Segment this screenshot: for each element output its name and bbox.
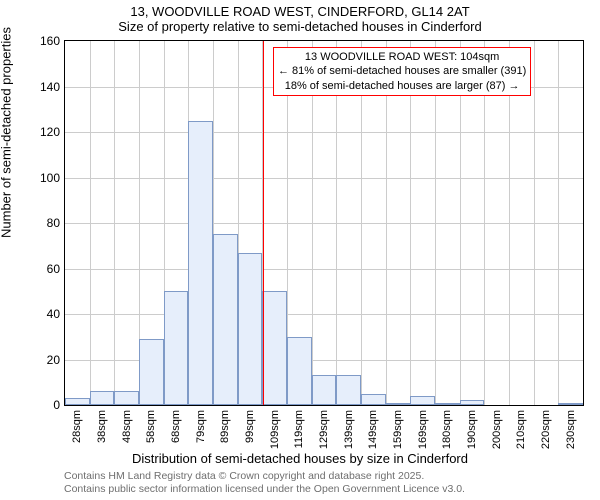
plot-area: 13 WOODVILLE ROAD WEST: 104sqm← 81% of s… bbox=[64, 40, 584, 406]
xtick-label: 38sqm bbox=[96, 410, 108, 443]
bar bbox=[312, 375, 337, 405]
annotation-line2: ← 81% of semi-detached houses are smalle… bbox=[278, 64, 526, 78]
annotation-box: 13 WOODVILLE ROAD WEST: 104sqm← 81% of s… bbox=[273, 47, 531, 96]
xtick-label: 58sqm bbox=[145, 410, 157, 443]
bar bbox=[435, 403, 460, 405]
bar bbox=[164, 291, 189, 405]
ytick-label: 80 bbox=[47, 216, 60, 230]
bar bbox=[262, 291, 287, 405]
xtick-label: 180sqm bbox=[441, 410, 453, 449]
xtick-label: 220sqm bbox=[540, 410, 552, 449]
gridline-v bbox=[558, 41, 559, 405]
attribution-line1: Contains HM Land Registry data © Crown c… bbox=[64, 470, 465, 483]
gridline-h bbox=[65, 223, 583, 224]
xtick-label: 68sqm bbox=[170, 410, 182, 443]
bar bbox=[139, 339, 164, 405]
title-block: 13, WOODVILLE ROAD WEST, CINDERFORD, GL1… bbox=[0, 4, 600, 34]
bar bbox=[460, 400, 485, 405]
bar bbox=[336, 375, 361, 405]
x-axis-label: Distribution of semi-detached houses by … bbox=[0, 451, 600, 466]
gridline-h bbox=[65, 269, 583, 270]
xtick-label: 149sqm bbox=[367, 410, 379, 449]
gridline-h bbox=[65, 314, 583, 315]
xtick-label: 210sqm bbox=[515, 410, 527, 449]
gridline-h bbox=[65, 132, 583, 133]
xtick-label: 139sqm bbox=[343, 410, 355, 449]
xtick-label: 48sqm bbox=[121, 410, 133, 443]
attribution-line2: Contains public sector information licen… bbox=[64, 483, 465, 496]
xtick-label: 109sqm bbox=[269, 410, 281, 449]
bar bbox=[90, 391, 115, 405]
xtick-label: 89sqm bbox=[219, 410, 231, 443]
bar bbox=[188, 121, 213, 405]
bar bbox=[410, 396, 435, 405]
ytick-label: 20 bbox=[47, 353, 60, 367]
ytick-label: 160 bbox=[40, 34, 60, 48]
xtick-label: 230sqm bbox=[565, 410, 577, 449]
annotation-line1: 13 WOODVILLE ROAD WEST: 104sqm bbox=[278, 50, 526, 64]
title-line2: Size of property relative to semi-detach… bbox=[0, 19, 600, 34]
xtick-label: 129sqm bbox=[318, 410, 330, 449]
bar bbox=[65, 398, 90, 405]
attribution: Contains HM Land Registry data © Crown c… bbox=[64, 470, 465, 496]
gridline-v bbox=[114, 41, 115, 405]
bar bbox=[213, 234, 238, 405]
annotation-line3: 18% of semi-detached houses are larger (… bbox=[278, 79, 526, 93]
bar bbox=[114, 391, 139, 405]
y-axis-label: Number of semi-detached properties bbox=[0, 27, 14, 238]
bar bbox=[238, 253, 263, 405]
xtick-label: 79sqm bbox=[195, 410, 207, 443]
ytick-label: 60 bbox=[47, 262, 60, 276]
ytick-label: 140 bbox=[40, 80, 60, 94]
gridline-v bbox=[534, 41, 535, 405]
ytick-label: 120 bbox=[40, 125, 60, 139]
xtick-label: 190sqm bbox=[466, 410, 478, 449]
xtick-label: 99sqm bbox=[244, 410, 256, 443]
ytick-label: 100 bbox=[40, 171, 60, 185]
bar bbox=[386, 403, 411, 405]
bar bbox=[287, 337, 312, 405]
title-line1: 13, WOODVILLE ROAD WEST, CINDERFORD, GL1… bbox=[0, 4, 600, 19]
xtick-label: 159sqm bbox=[392, 410, 404, 449]
bar bbox=[361, 394, 386, 405]
gridline-h bbox=[65, 178, 583, 179]
xtick-label: 119sqm bbox=[293, 410, 305, 448]
ytick-label: 0 bbox=[53, 398, 60, 412]
chart-container: 13, WOODVILLE ROAD WEST, CINDERFORD, GL1… bbox=[0, 0, 600, 500]
bar bbox=[558, 403, 583, 405]
reference-line bbox=[263, 41, 264, 405]
xtick-label: 200sqm bbox=[491, 410, 503, 449]
ytick-label: 40 bbox=[47, 307, 60, 321]
gridline-v bbox=[90, 41, 91, 405]
xtick-label: 28sqm bbox=[71, 410, 83, 443]
xtick-label: 169sqm bbox=[417, 410, 429, 449]
